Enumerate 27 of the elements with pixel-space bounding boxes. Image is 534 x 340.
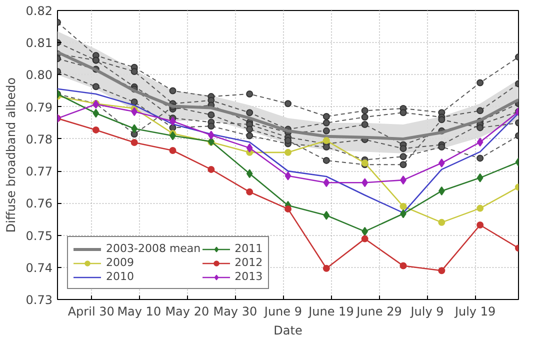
y-tick-label: 0.78 [26,132,52,146]
legend-label: 2010 [106,270,134,283]
y-tick-label: 0.77 [26,164,52,179]
y-tick-label: 0.76 [26,196,52,211]
y-axis-title: Diffuse broadband albedo [4,77,18,233]
x-tick-label: June 9 [263,304,302,318]
x-tick-label: July 9 [410,304,444,318]
y-tick-label: 0.80 [26,68,52,82]
y-tick-label: 0.73 [26,293,52,307]
y-tick-label: 0.75 [26,228,52,243]
x-tick-label: July 19 [454,304,496,318]
x-tick-label: April 30 [68,304,114,318]
x-tick-label: June 19 [308,304,354,318]
y-tick-label: 0.82 [26,4,52,18]
y-tick-label: 0.79 [26,100,52,114]
x-tick-label: June 29 [356,304,402,318]
legend-label: 2013 [234,270,263,283]
x-tick-label: May 10 [117,304,162,318]
x-tick-label: May 30 [213,304,258,318]
legend-label: 2011 [234,242,263,255]
y-tick-label: 0.74 [26,260,52,275]
legend-label: 2003-2008 mean [106,242,201,255]
y-tick-label: 0.81 [26,36,52,50]
x-axis-title: Date [274,324,302,338]
legend-label: 2009 [106,256,134,269]
x-tick-label: May 20 [165,304,210,318]
legend-label: 2012 [234,256,263,269]
